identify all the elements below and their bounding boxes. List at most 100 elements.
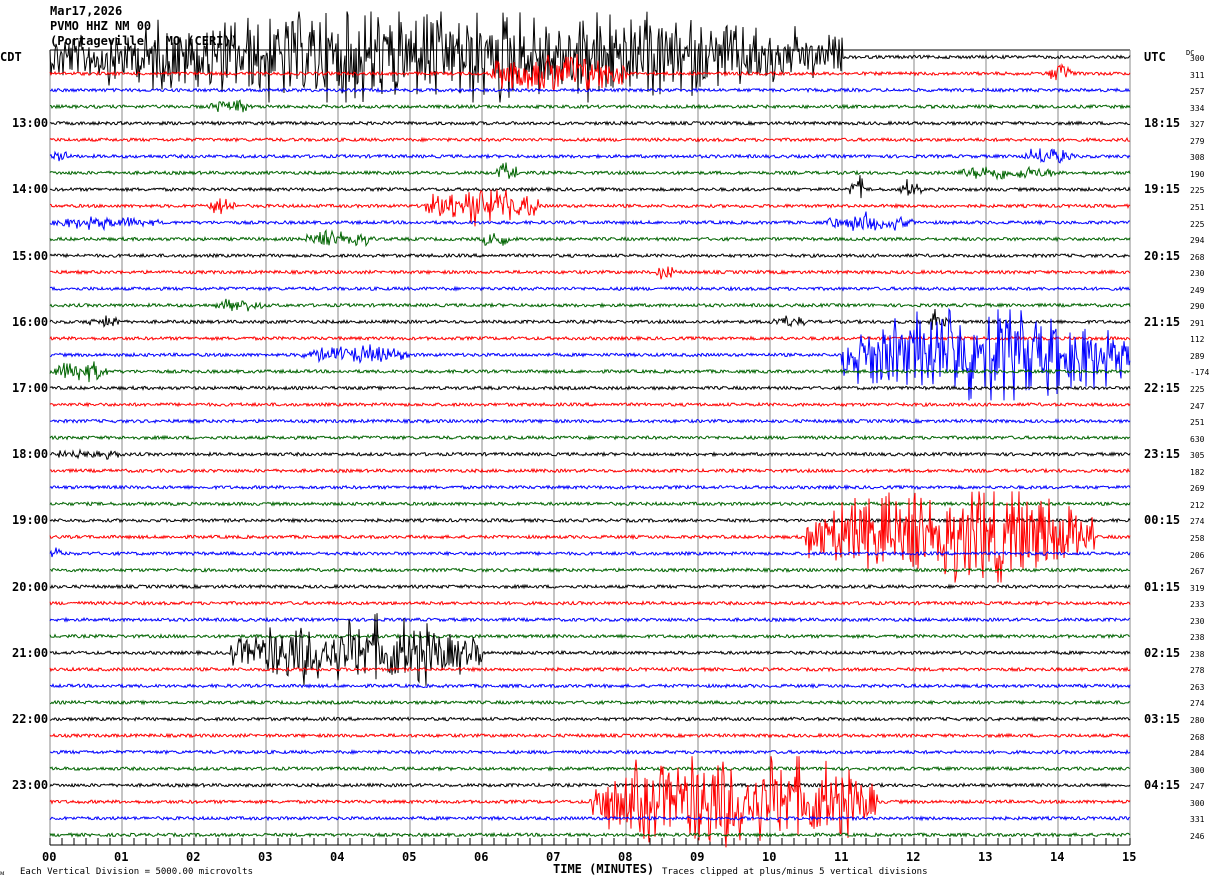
seismic-trace <box>49 120 1130 127</box>
dc-offset-label: 278 <box>1190 666 1205 676</box>
dc-offset-label: 238 <box>1190 649 1205 659</box>
right-timezone: UTC <box>1144 50 1166 64</box>
dc-offset-label: 279 <box>1190 136 1205 146</box>
seismic-trace <box>49 335 1131 342</box>
x-tick-label: 00 <box>42 850 57 864</box>
dc-offset-label: 182 <box>1190 467 1205 477</box>
seismic-trace <box>49 756 1131 848</box>
date-label: Mar17,2026 <box>50 4 123 18</box>
seismic-trace <box>49 666 1131 673</box>
x-tick-label: 02 <box>186 850 201 864</box>
station-label: PVMO HHZ NM 00 <box>50 19 152 33</box>
left-timezone: CDT <box>0 50 22 64</box>
dc-offset-label: 327 <box>1190 120 1205 130</box>
left-hour-label: 22:00 <box>12 712 49 726</box>
x-tick-label: 12 <box>906 850 921 864</box>
seismic-trace <box>50 307 1131 401</box>
seismic-trace <box>49 633 1131 640</box>
x-tick-label: 09 <box>690 850 705 864</box>
left-hour-label: 16:00 <box>12 314 49 329</box>
seismic-trace <box>50 87 1131 94</box>
right-hour-label: 20:15 <box>1144 248 1181 263</box>
dc-offset-label: 230 <box>1190 616 1205 626</box>
seismic-trace <box>49 229 1131 248</box>
seismic-trace <box>49 815 1131 822</box>
seismic-trace <box>49 748 1131 756</box>
dc-offset-label: 290 <box>1190 302 1205 312</box>
dc-offset-label: 225 <box>1190 385 1205 394</box>
x-tick-label: 05 <box>402 850 417 864</box>
seismic-trace <box>49 266 1131 280</box>
right-hour-label: 23:15 <box>1144 447 1181 462</box>
seismic-trace <box>49 831 1131 838</box>
left-hour-label: 23:00 <box>12 778 49 793</box>
x-tick-label: 14 <box>1050 850 1065 864</box>
dc-label: DC <box>1186 49 1195 57</box>
x-axis-label: TIME (MINUTES) <box>553 862 655 876</box>
left-hour-label: 19:00 <box>12 513 49 528</box>
seismic-trace <box>49 252 1131 259</box>
dc-offset-label: 246 <box>1190 831 1205 841</box>
seismic-trace <box>49 616 1131 623</box>
dc-offset-label: 334 <box>1190 103 1205 113</box>
dc-offset-label: 305 <box>1190 451 1205 461</box>
seismic-trace <box>49 716 1131 722</box>
seismic-trace <box>49 361 1131 383</box>
seismic-trace <box>49 583 1131 590</box>
logo-mark: ᴍ <box>0 869 5 877</box>
dc-offset-label: 206 <box>1190 550 1205 560</box>
dc-offset-label: 247 <box>1190 782 1205 792</box>
left-hour-label: 21:00 <box>12 645 49 660</box>
clip-note: Traces clipped at plus/minus 5 vertical … <box>662 867 928 877</box>
seismic-trace <box>49 308 1131 330</box>
x-tick-label: 01 <box>114 850 129 864</box>
seismic-trace <box>49 99 1131 113</box>
dc-offset-label: 267 <box>1190 567 1205 577</box>
dc-offset-label: 268 <box>1190 732 1205 742</box>
dc-offset-label: 233 <box>1190 600 1205 610</box>
dc-offset-label: 284 <box>1190 749 1205 759</box>
left-hour-label: 13:00 <box>12 116 49 131</box>
seismic-trace <box>49 189 1131 227</box>
seismic-trace <box>49 285 1131 292</box>
x-tick-label: 07 <box>546 850 561 864</box>
dc-offset-label: 268 <box>1190 252 1205 262</box>
right-hour-label: 03:15 <box>1144 712 1181 726</box>
left-hour-label: 14:00 <box>12 182 49 197</box>
dc-offset-label: 212 <box>1190 500 1205 510</box>
x-tick-label: 08 <box>618 850 633 864</box>
dc-offset-label: 238 <box>1190 633 1205 643</box>
seismic-trace <box>49 599 1131 607</box>
right-hour-label: 02:15 <box>1144 645 1181 660</box>
dc-offset-label: 247 <box>1190 401 1205 411</box>
seismic-trace <box>49 467 1131 474</box>
x-tick-label: 13 <box>978 850 993 864</box>
seismic-trace <box>49 484 1131 491</box>
seismic-trace <box>49 547 1131 558</box>
dc-offset-label: 294 <box>1190 236 1205 246</box>
left-hour-label: 18:00 <box>12 447 49 462</box>
seismic-trace <box>49 732 1131 739</box>
dc-offset-label: 291 <box>1190 318 1205 328</box>
seismic-trace <box>49 11 1131 103</box>
left-hour-label: 17:00 <box>12 381 49 395</box>
dc-offset-label: 190 <box>1190 169 1205 179</box>
seismic-trace <box>49 448 1131 460</box>
dc-offset-label: 308 <box>1190 153 1205 163</box>
x-tick-label: 15 <box>1122 850 1137 864</box>
x-tick-label: 03 <box>258 850 273 864</box>
x-tick-label: 06 <box>474 850 489 864</box>
dc-offset-label: 280 <box>1190 716 1205 725</box>
seismic-trace <box>49 148 1131 164</box>
right-hour-label: 21:15 <box>1144 314 1181 329</box>
right-hour-label: 04:15 <box>1144 778 1181 793</box>
seismic-trace <box>49 567 1131 574</box>
right-hour-label: 01:15 <box>1144 579 1181 594</box>
right-hour-label: 18:15 <box>1144 116 1181 131</box>
dc-offset-label: 274 <box>1190 517 1205 527</box>
dc-offset-label: 251 <box>1190 202 1205 212</box>
x-tick-label: 11 <box>834 850 849 864</box>
dc-offset-label: 300 <box>1190 765 1205 775</box>
dc-offset-label: -174 <box>1190 368 1210 378</box>
